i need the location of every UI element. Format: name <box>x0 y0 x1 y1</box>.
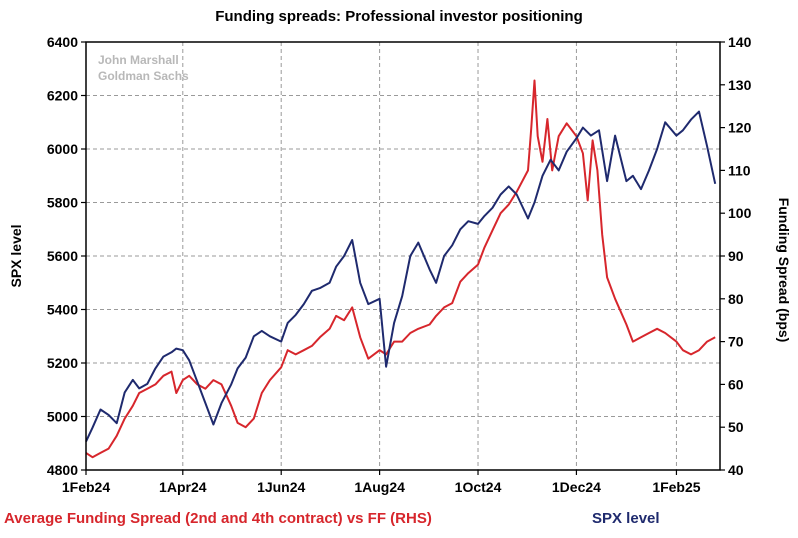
left-tick-label: 6200 <box>47 88 78 104</box>
left-tick-label: 5800 <box>47 195 78 211</box>
right-tick-label: 90 <box>728 248 744 264</box>
gridlines <box>86 42 720 470</box>
watermark: John Marshall Goldman Sachs <box>98 53 189 83</box>
left-axis-label: SPX level <box>8 224 24 287</box>
left-tick-label: 6400 <box>47 34 78 50</box>
left-axis-ticks: 4800 5000 5200 5400 5600 5800 6000 6200 6400 <box>47 34 86 478</box>
right-tick-label: 60 <box>728 376 744 392</box>
right-axis-ticks: 40 50 60 70 80 90 100 110 120 130 140 <box>720 34 752 478</box>
x-tick-label: 1Dec24 <box>552 479 601 495</box>
right-tick-label: 140 <box>728 34 752 50</box>
right-tick-label: 110 <box>728 162 751 178</box>
x-tick-label: 1Jun24 <box>257 479 305 495</box>
right-tick-label: 70 <box>728 334 744 350</box>
right-tick-label: 50 <box>728 419 744 435</box>
watermark-line-1: John Marshall <box>98 53 179 67</box>
x-axis-ticks: 1Feb24 1Apr24 1Jun24 1Aug24 1Oct24 1Dec24 1Feb… <box>62 470 701 495</box>
x-tick-label: 1Feb25 <box>652 479 700 495</box>
spx-line <box>85 110 717 443</box>
left-tick-label: 5600 <box>47 248 78 264</box>
left-tick-label: 5200 <box>47 355 78 371</box>
x-tick-label: 1Feb24 <box>62 479 110 495</box>
chart-title: Funding spreads: Professional investor p… <box>215 8 583 25</box>
watermark-line-2: Goldman Sachs <box>98 69 189 83</box>
right-tick-label: 120 <box>728 120 752 136</box>
right-tick-label: 40 <box>728 462 744 478</box>
left-tick-label: 6000 <box>47 141 78 157</box>
series-lines <box>85 79 717 459</box>
left-tick-label: 5000 <box>47 409 78 425</box>
x-tick-label: 1Oct24 <box>455 479 502 495</box>
right-tick-label: 130 <box>728 77 752 93</box>
legend-spx: SPX level <box>592 510 660 527</box>
right-tick-label: 80 <box>728 291 744 307</box>
legend-funding-spread: Average Funding Spread (2nd and 4th cont… <box>4 510 432 527</box>
right-axis-label: Funding Spread (bps) <box>776 198 792 343</box>
left-tick-label: 4800 <box>47 462 78 478</box>
funding-spread-line <box>85 79 716 459</box>
x-tick-label: 1Apr24 <box>159 479 207 495</box>
right-tick-label: 100 <box>728 205 752 221</box>
x-tick-label: 1Aug24 <box>354 479 405 495</box>
left-tick-label: 5400 <box>47 302 78 318</box>
